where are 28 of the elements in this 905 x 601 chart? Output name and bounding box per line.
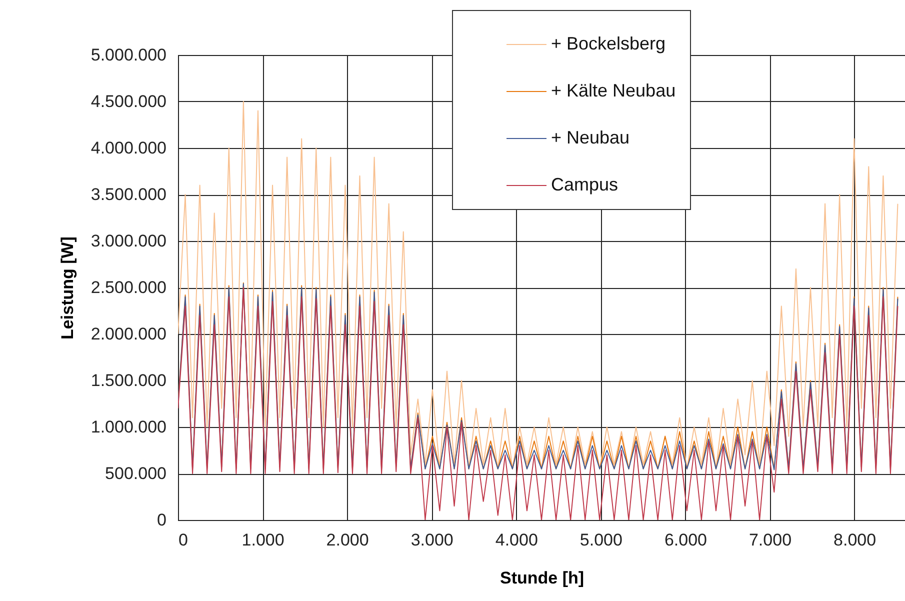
x-tick-label: 4.000 xyxy=(495,530,538,550)
legend-label: Campus xyxy=(551,174,618,194)
legend-label: + Neubau xyxy=(551,128,630,148)
legend-label: + Kälte Neubau xyxy=(551,80,676,100)
y-tick-label: 3.000.000 xyxy=(90,232,166,250)
y-tick-label: 4.500.000 xyxy=(90,92,166,111)
x-tick-label: 0 xyxy=(178,530,188,550)
x-tick-label: 7.000 xyxy=(748,530,792,550)
y-tick-label: 4.000.000 xyxy=(90,138,166,158)
y-tick-label: 2.000.000 xyxy=(90,324,166,344)
x-tick-label: 1.000 xyxy=(242,530,284,550)
x-tick-label: 2.000 xyxy=(326,530,369,550)
line-series xyxy=(178,287,898,520)
y-tick-label: 1.000.000 xyxy=(90,418,166,436)
y-tick-label: 1.500.000 xyxy=(90,371,166,390)
y-tick-label: 0 xyxy=(157,510,166,530)
y-axis-title: Leistung [W] xyxy=(58,236,77,340)
legend-label: + Bockelsberg xyxy=(551,34,666,54)
line-series xyxy=(178,101,898,470)
x-tick-label: 5.000 xyxy=(580,530,622,550)
y-tick-label: 3.500.000 xyxy=(90,185,166,204)
y-tick-label: 500.000 xyxy=(105,464,166,483)
x-tick-label: 6.000 xyxy=(664,530,707,550)
x-axis-title: Stunde [h] xyxy=(500,568,584,588)
x-tick-label: 3.000 xyxy=(410,530,454,550)
y-tick-label: 2.500.000 xyxy=(90,278,166,297)
y-tick-label: 5.000.000 xyxy=(90,46,166,64)
x-tick-label: 8.000 xyxy=(834,530,876,550)
